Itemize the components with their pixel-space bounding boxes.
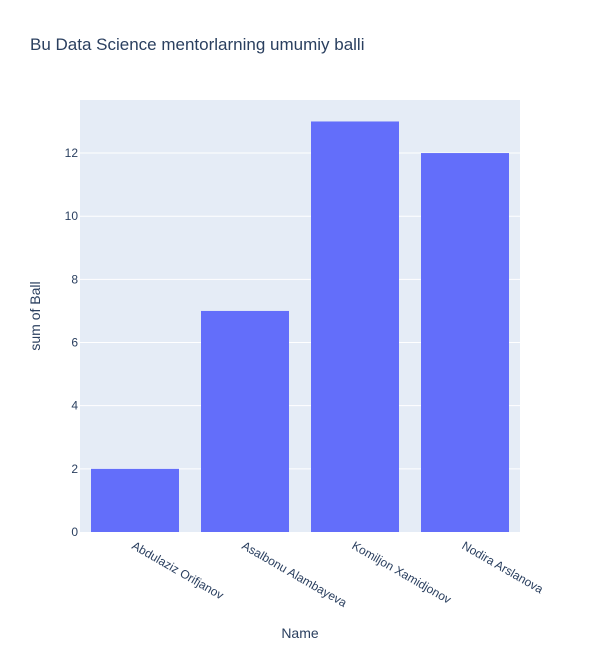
y-tick-label: 0 [71, 525, 78, 539]
bar [311, 121, 399, 532]
x-tick-label: Komiljon Xamidjonov [350, 538, 454, 606]
y-tick-label: 8 [71, 272, 78, 286]
chart-title: Bu Data Science mentorlarning umumiy bal… [30, 35, 365, 54]
x-tick-label: Nodira Arslanova [460, 538, 546, 596]
y-tick-label: 4 [71, 399, 78, 413]
y-axis-title: sum of Ball [27, 281, 43, 350]
x-tick-label: Asalbonu Alambayeva [240, 538, 350, 610]
y-tick-label: 12 [65, 146, 79, 160]
bar [91, 468, 179, 532]
bar [421, 153, 509, 533]
x-axis-title: Name [281, 625, 319, 641]
bar [201, 310, 289, 532]
x-tick-label: Abdulaziz Orifjanov [130, 538, 227, 602]
y-tick-label: 2 [71, 462, 78, 476]
y-tick-label: 6 [71, 336, 78, 350]
bars [91, 121, 509, 533]
y-tick-labels: 0 2 4 6 8 10 12 [65, 146, 79, 539]
y-tick-label: 10 [65, 209, 79, 223]
x-tick-labels: Abdulaziz Orifjanov Asalbonu Alambayeva Ko… [130, 538, 546, 610]
